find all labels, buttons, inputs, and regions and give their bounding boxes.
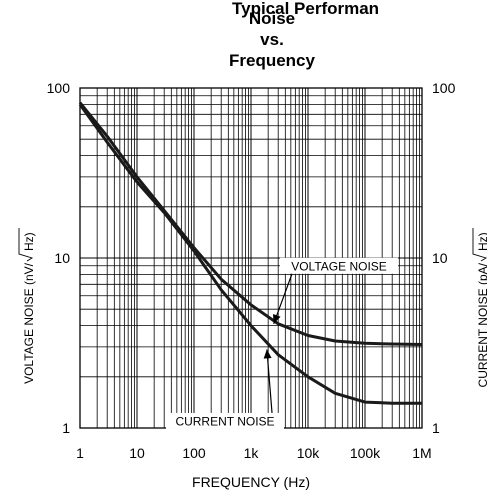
- annotation-arrow-head: [273, 314, 281, 324]
- y-tick-label-right: 100: [432, 80, 456, 96]
- chart-title-line1: Noise: [249, 9, 295, 28]
- y-axis-label-right-suffix: Hz): [476, 232, 487, 251]
- grid-lines: [80, 88, 422, 428]
- series-lines: [78, 101, 423, 405]
- chart-title-line3: Frequency: [229, 51, 316, 70]
- x-tick-label: 10: [129, 445, 145, 461]
- y-tick-label-left: 1: [62, 420, 70, 436]
- y-axis-label-left: VOLTAGE NOISE (nV/ Hz): [18, 228, 36, 384]
- x-axis-label: FREQUENCY (Hz): [192, 474, 310, 490]
- annotation-arrow-head: [263, 349, 272, 359]
- x-tick-label: 100: [182, 445, 206, 461]
- y-axis-label-left-prefix: VOLTAGE NOISE (nV/: [22, 262, 36, 384]
- series-line-voltage-noise: [78, 101, 423, 346]
- annotation-background: [280, 257, 399, 274]
- sqrt-sign-left: [18, 228, 34, 262]
- y-tick-label-left: 10: [54, 250, 70, 266]
- x-tick-label: 1M: [412, 445, 431, 461]
- y-axis-label-right-prefix: CURRENT NOISE (pA/: [476, 262, 487, 387]
- annotation-arrow-line: [266, 349, 273, 414]
- chart-title-line2: vs.: [260, 30, 284, 49]
- annotation-label: CURRENT NOISE: [175, 414, 274, 428]
- sqrt-sign-right: [472, 228, 487, 262]
- annotations: VOLTAGE NOISE CURRENT NOISE: [166, 257, 399, 429]
- series-line-current-noise: [78, 103, 422, 405]
- annotation-label: VOLTAGE NOISE: [291, 259, 387, 273]
- y-tick-label-right: 1: [432, 420, 440, 436]
- y-axis-label-left-suffix: Hz): [22, 232, 36, 251]
- y-tick-label-right: 10: [432, 250, 448, 266]
- x-tick-label: 1: [76, 445, 84, 461]
- clipped-title: Typical Performan: [232, 0, 379, 18]
- annotation-background: [166, 412, 285, 429]
- y-tick-label-left: 100: [47, 80, 71, 96]
- y-axis-label-right: CURRENT NOISE (pA/ Hz): [472, 228, 487, 387]
- x-tick-label: 100k: [350, 445, 381, 461]
- x-tick-label: 1k: [244, 445, 260, 461]
- x-tick-label: 10k: [297, 445, 321, 461]
